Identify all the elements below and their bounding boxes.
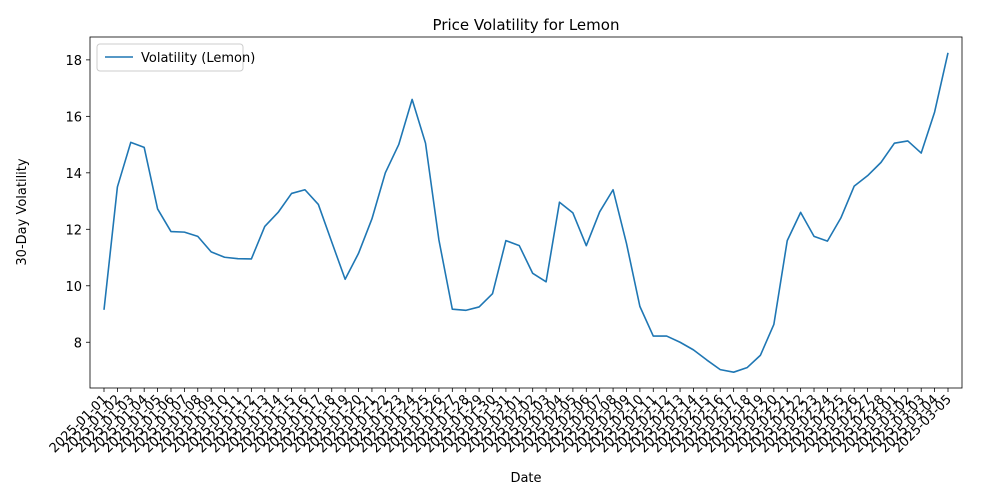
series-layer	[103, 52, 949, 373]
legend: Volatility (Lemon)	[96, 43, 255, 72]
y-tick-label: 12	[65, 223, 82, 238]
y-tick-label: 8	[74, 336, 82, 351]
y-tick-label: 18	[65, 54, 82, 69]
y-axis-ticks: 8 10 12 14 16 18	[65, 54, 90, 351]
legend-entry: Volatility (Lemon)	[141, 51, 255, 66]
y-tick-label: 14	[65, 167, 82, 182]
plot-area: 2025-01-012025-01-022025-01-032025-01-04…	[47, 36, 963, 456]
y-tick-label: 10	[65, 280, 82, 295]
legend-box	[96, 43, 244, 72]
series-line-lemon-volatility	[103, 52, 949, 373]
chart-title: Price Volatility for Lemon	[433, 16, 620, 34]
y-axis-label: 30-Day Volatility	[15, 158, 30, 265]
plot-background	[90, 37, 962, 388]
y-tick-label: 16	[65, 110, 82, 125]
plot-frame	[89, 36, 963, 389]
x-axis-ticks: 2025-01-012025-01-022025-01-032025-01-04…	[47, 388, 955, 456]
x-axis-label: Date	[510, 471, 541, 486]
